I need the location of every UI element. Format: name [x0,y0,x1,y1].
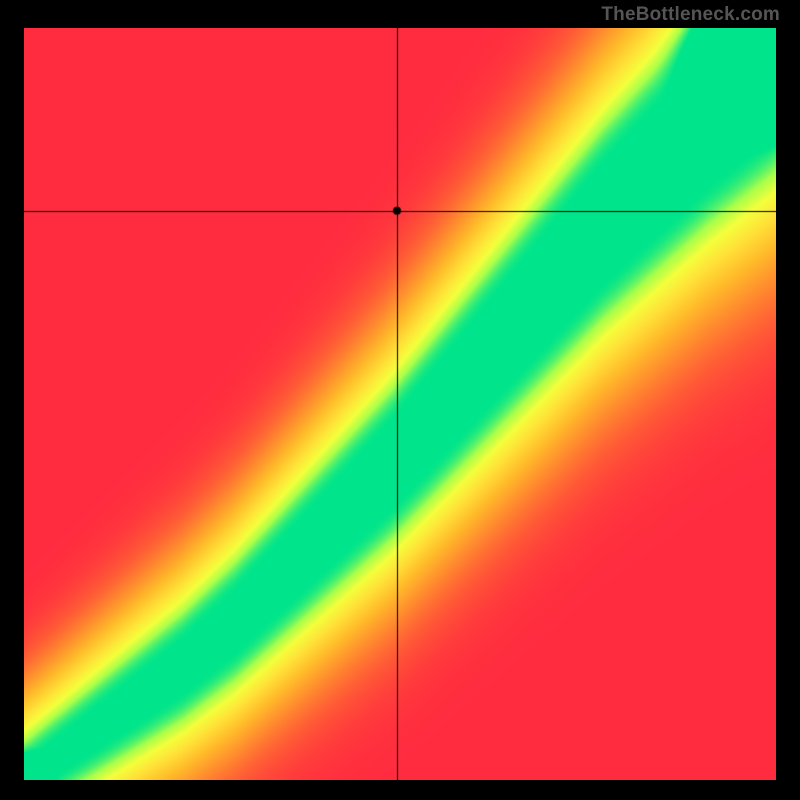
bottleneck-heatmap [24,28,776,780]
attribution-label: TheBottleneck.com [601,4,780,26]
chart-container: { "attribution": "TheBottleneck.com", "a… [0,0,800,800]
